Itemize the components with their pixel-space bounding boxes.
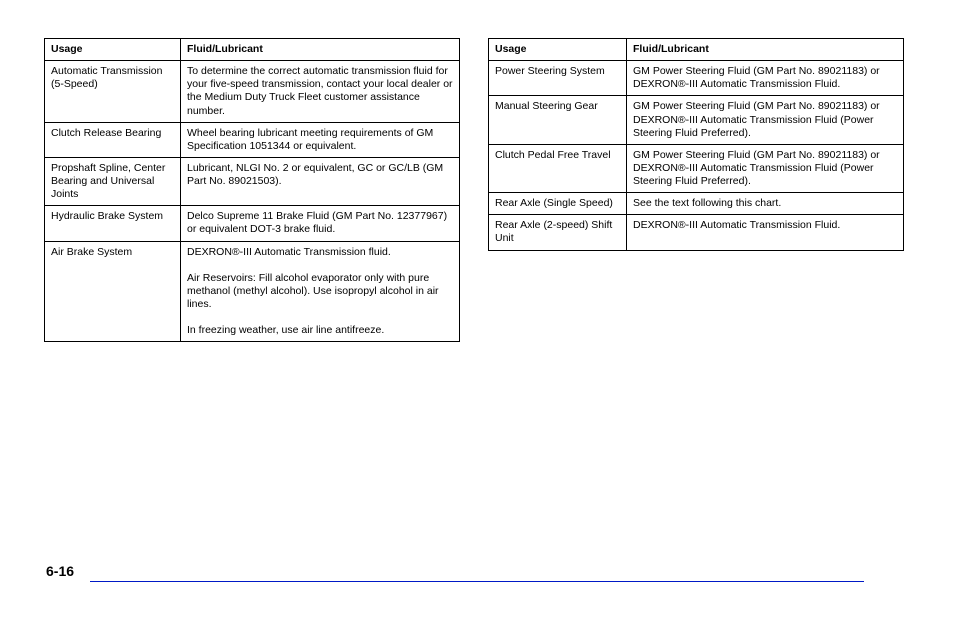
right-table: Usage Fluid/Lubricant Power Steering Sys… [488,38,904,251]
usage-cell: Clutch Pedal Free Travel [489,145,627,192]
fluid-cell: DEXRON®-III Automatic Transmission Fluid… [627,215,903,249]
usage-cell: Rear Axle (2-speed) Shift Unit [489,215,627,249]
right-header-fluid: Fluid/Lubricant [627,39,903,60]
usage-cell: Clutch Release Bearing [45,123,181,157]
usage-cell: Manual Steering Gear [489,96,627,143]
usage-cell: Automatic Transmission (5-Speed) [45,61,181,122]
usage-cell: Hydraulic Brake System [45,206,181,240]
fluid-cell: GM Power Steering Fluid (GM Part No. 890… [627,61,903,95]
table-row: Clutch Release Bearing Wheel bearing lub… [45,123,459,158]
table-row: Manual Steering Gear GM Power Steering F… [489,96,903,144]
fluid-cell: GM Power Steering Fluid (GM Part No. 890… [627,145,903,192]
page-number: 6-16 [46,563,954,579]
table-row: Rear Axle (Single Speed) See the text fo… [489,193,903,215]
left-header-fluid: Fluid/Lubricant [181,39,459,60]
table-row: Propshaft Spline, Center Bearing and Uni… [45,158,459,206]
table-row: Clutch Pedal Free Travel GM Power Steeri… [489,145,903,193]
fluid-cell: DEXRON®-III Automatic Transmission fluid… [181,242,459,342]
usage-cell: Air Brake System [45,242,181,342]
table-row: Air Brake System DEXRON®-III Automatic T… [45,242,459,342]
table-row: Rear Axle (2-speed) Shift Unit DEXRON®-I… [489,215,903,249]
footer-rule [90,581,864,582]
fluid-cell: Wheel bearing lubricant meeting requirem… [181,123,459,157]
usage-cell: Rear Axle (Single Speed) [489,193,627,214]
table-row: Power Steering System GM Power Steering … [489,61,903,96]
table-row: Automatic Transmission (5-Speed) To dete… [45,61,459,123]
fluid-cell: Delco Supreme 11 Brake Fluid (GM Part No… [181,206,459,240]
fluid-cell: Lubricant, NLGI No. 2 or equivalent, GC … [181,158,459,205]
fluid-cell: GM Power Steering Fluid (GM Part No. 890… [627,96,903,143]
left-table: Usage Fluid/Lubricant Automatic Transmis… [44,38,460,342]
usage-cell: Propshaft Spline, Center Bearing and Uni… [45,158,181,205]
table-row: Hydraulic Brake System Delco Supreme 11 … [45,206,459,241]
fluid-cell: See the text following this chart. [627,193,903,214]
left-header-usage: Usage [45,39,181,60]
right-header-usage: Usage [489,39,627,60]
fluid-cell: To determine the correct automatic trans… [181,61,459,122]
usage-cell: Power Steering System [489,61,627,95]
page-footer: 6-16 [0,563,954,582]
